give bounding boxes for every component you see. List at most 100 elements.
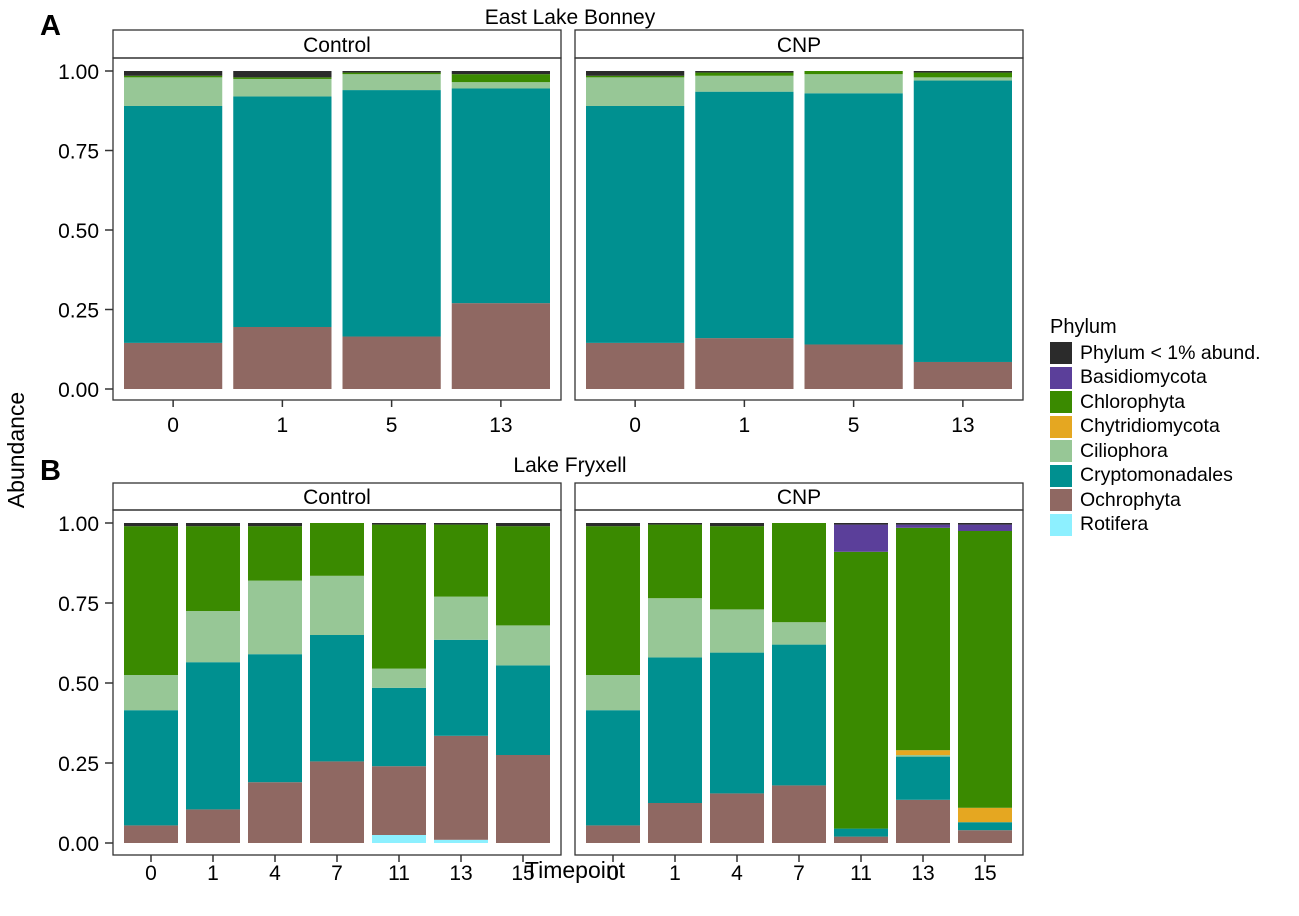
legend-item-chlorophyta: Chlorophyta: [1050, 390, 1299, 415]
bar-segment-ciliophora-t7: [772, 622, 826, 645]
legend-item-ochrophyta: Ochrophyta: [1050, 488, 1299, 513]
bar-segment-cryptomonadales-t1: [648, 657, 702, 803]
bar-segment-cryptomonadales-t13: [434, 639, 488, 736]
bar-segment-chlorophyta-t0: [586, 75, 685, 78]
legend-label: Chytridiomycota: [1080, 415, 1220, 438]
bar-segment-cryptomonadales-t15: [958, 822, 1012, 831]
panel-letter-a: A: [40, 10, 61, 42]
bar-segment-phylum-1-abund-t0: [586, 71, 685, 76]
x-tick-label: 0: [607, 862, 619, 885]
legend-item-rotifera: Rotifera: [1050, 513, 1299, 538]
bar-segment-chlorophyta-t5: [342, 72, 441, 75]
bar-segment-ochrophyta-t5: [804, 344, 903, 389]
bar-segment-ochrophyta-t13: [451, 303, 550, 389]
legend-item-basidiomycota: Basidiomycota: [1050, 366, 1299, 391]
bar-segment-cryptomonadales-t1: [186, 662, 240, 810]
y-tick-label: 0.50: [58, 673, 99, 696]
y-tick-label: 0.50: [58, 220, 99, 243]
bar-segment-ciliophora-t1: [233, 78, 332, 97]
bar-segment-ciliophora-t13: [896, 755, 950, 757]
bar-segment-chytridiomycota-t15: [958, 807, 1012, 823]
bar-segment-phylum-1-abund-t11: [834, 523, 888, 525]
legend-label: Cryptomonadales: [1080, 464, 1233, 487]
bar-segment-phylum-1-abund-t13: [451, 71, 550, 75]
bar-segment-phylum-1-abund-t4: [248, 523, 302, 527]
y-tick-label: 0.25: [58, 300, 99, 323]
bar-segment-ochrophyta-t5: [342, 336, 441, 389]
bar-segment-chlorophyta-t4: [248, 526, 302, 581]
bar-segment-ochrophyta-t4: [248, 782, 302, 843]
bar-segment-ciliophora-t0: [586, 675, 640, 711]
x-tick-label: 15: [511, 862, 534, 885]
bar-segment-ochrophyta-t0: [586, 825, 640, 843]
bar-segment-cryptomonadales-t11: [372, 687, 426, 767]
bar-segment-ciliophora-t5: [804, 74, 903, 94]
legend-items: Phylum < 1% abund. Basidiomycota Chlorophy…: [1050, 341, 1299, 537]
bar-segment-cryptomonadales-t4: [710, 652, 764, 794]
bar-segment-ochrophyta-t0: [586, 342, 685, 389]
y-tick-label: 1.00: [58, 513, 99, 536]
x-tick-label: 4: [731, 862, 743, 885]
facet-strip-control: [112, 482, 562, 511]
bar-segment-phylum-1-abund-t15: [958, 523, 1012, 525]
facet-panel-cnp: [574, 57, 1024, 401]
legend-swatch: [1050, 391, 1072, 414]
bar-segment-chlorophyta-t0: [124, 75, 223, 78]
bar-segment-ciliophora-t7: [310, 575, 364, 635]
bar-segment-ochrophyta-t15: [496, 755, 550, 843]
x-tick-label: 13: [489, 414, 512, 437]
legend-swatch: [1050, 489, 1072, 512]
bar-segment-ciliophora-t4: [710, 609, 764, 653]
bar-segment-ciliophora-t1: [695, 75, 794, 92]
facet-strip-control: [112, 29, 562, 59]
legend-swatch: [1050, 342, 1072, 365]
bar-segment-ochrophyta-t4: [710, 793, 764, 843]
legend-title: Phylum: [1050, 316, 1117, 338]
legend-label: Ochrophyta: [1080, 488, 1181, 511]
bar-segment-ciliophora-t4: [248, 580, 302, 655]
bar-segment-cryptomonadales-t13: [896, 756, 950, 800]
bar-segment-ciliophora-t5: [342, 74, 441, 91]
bar-segment-chytridiomycota-t13: [896, 750, 950, 755]
bar-segment-chlorophyta-t13: [913, 72, 1012, 78]
legend-swatch: [1050, 464, 1072, 487]
x-tick-label: 13: [951, 414, 974, 437]
bar-segment-phylum-1-abund-t1: [233, 71, 332, 78]
bar-segment-phylum-1-abund-t4: [710, 523, 764, 527]
bar-segment-phylum-1-abund-t0: [124, 523, 178, 527]
bar-segment-chlorophyta-t7: [310, 523, 364, 576]
bar-segment-ochrophyta-t1: [233, 326, 332, 389]
bar-segment-phylum-1-abund-t15: [496, 523, 550, 527]
x-tick-label: 1: [277, 414, 289, 437]
legend-swatch: [1050, 440, 1072, 463]
bar-segment-cryptomonadales-t1: [233, 96, 332, 327]
legend-item-cryptomonadales: Cryptomonadales: [1050, 464, 1299, 489]
bar-segment-phylum-1-abund-t13: [913, 71, 1012, 73]
bar-segment-phylum-1-abund-t0: [586, 523, 640, 527]
bar-segment-phylum-1-abund-t13: [434, 523, 488, 525]
facet-panel-control: [112, 57, 562, 401]
legend-item-phylum-1-abund: Phylum < 1% abund.: [1050, 341, 1299, 366]
bar-segment-ochrophyta-t7: [310, 761, 364, 843]
x-tick-label: 0: [167, 414, 179, 437]
bar-segment-phylum-1-abund-t1: [186, 523, 240, 527]
facet-label-control: Control: [303, 34, 371, 57]
bar-segment-chlorophyta-t5: [804, 71, 903, 75]
bar-segment-ochrophyta-t7: [772, 785, 826, 843]
bar-segment-phylum-1-abund-t1: [648, 523, 702, 525]
panel-lake-fryxell: 0.00 0.25 0.50 0.75 1.00 Control 0 1 4 7 11 13 15 CNP…: [58, 482, 1024, 885]
bar-segment-cryptomonadales-t0: [124, 105, 223, 343]
bar-segment-ochrophyta-t13: [913, 361, 1012, 389]
facet-label-cnp: CNP: [777, 486, 821, 509]
legend-swatch: [1050, 366, 1072, 389]
bar-segment-chlorophyta-t1: [186, 526, 240, 611]
x-tick-label: 13: [911, 862, 934, 885]
bar-segment-ochrophyta-t0: [124, 342, 223, 389]
facet-label-cnp: CNP: [777, 34, 821, 57]
facet-label-control: Control: [303, 486, 371, 509]
bar-segment-cryptomonadales-t7: [310, 635, 364, 762]
bar-segment-phylum-1-abund-t5: [342, 71, 441, 73]
bar-segment-ciliophora-t0: [124, 77, 223, 106]
bar-segment-chlorophyta-t4: [710, 526, 764, 610]
bar-segment-ciliophora-t13: [434, 596, 488, 640]
